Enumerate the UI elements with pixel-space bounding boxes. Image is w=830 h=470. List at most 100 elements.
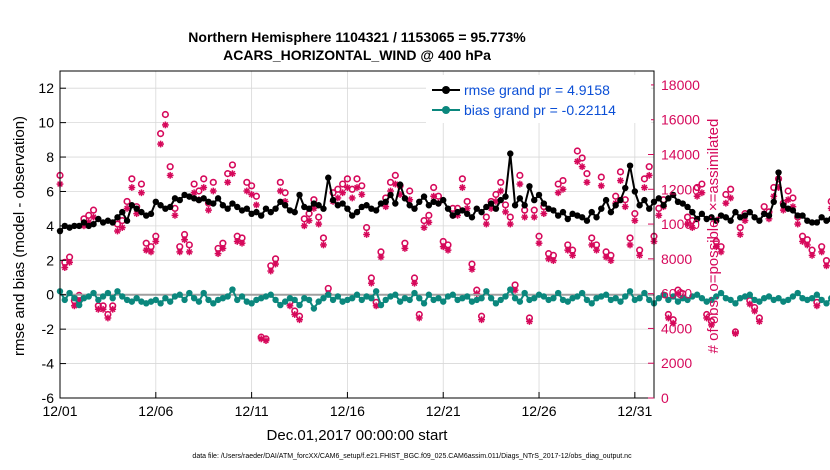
obs-possible-point xyxy=(276,178,284,186)
obs-assimilated-point xyxy=(262,337,270,345)
rmse-point xyxy=(631,188,639,195)
rmse-point xyxy=(459,207,466,214)
rmse-point xyxy=(626,162,634,169)
rmse-point xyxy=(684,203,691,211)
bias-point xyxy=(507,286,514,293)
bias-point xyxy=(75,301,83,309)
obs-possible-point xyxy=(784,187,792,195)
bias-point xyxy=(85,293,92,300)
bias-point xyxy=(224,293,231,300)
bias-point xyxy=(732,300,739,307)
obs-assimilated-point xyxy=(411,279,418,287)
bias-point xyxy=(554,289,562,297)
bias-point xyxy=(329,296,337,304)
bias-point xyxy=(636,294,643,302)
obs-assimilated-point xyxy=(506,220,514,228)
obs-possible-point xyxy=(722,190,730,199)
bias-point xyxy=(248,300,255,307)
obs-possible-point xyxy=(559,176,567,185)
obs-possible-point xyxy=(645,163,653,171)
obs-assimilated-point xyxy=(320,241,327,249)
obs-assimilated-point xyxy=(669,319,677,327)
obs-possible-point xyxy=(463,197,471,206)
obs-assimilated-point xyxy=(755,318,763,325)
rmse-point xyxy=(473,205,480,212)
obs-possible-point xyxy=(156,130,165,138)
bias-point xyxy=(765,293,773,300)
obs-assimilated-point xyxy=(593,246,600,254)
obs-possible-point xyxy=(142,239,150,247)
rmse-point xyxy=(660,202,667,209)
bias-point xyxy=(583,296,591,304)
bias-point xyxy=(229,286,236,293)
bias-point xyxy=(602,291,610,298)
rmse-point xyxy=(775,169,782,176)
rmse-point xyxy=(229,200,236,207)
obs-assimilated-point xyxy=(597,182,605,190)
rmse-point xyxy=(114,214,121,221)
rmse-point xyxy=(646,205,653,212)
bias-point xyxy=(109,294,116,302)
obs-assimilated-point xyxy=(478,316,485,324)
y-tick-label: -6 xyxy=(42,390,55,406)
bias-point xyxy=(133,294,140,302)
rmse-point xyxy=(463,210,471,218)
obs-assimilated-point xyxy=(559,185,567,193)
obs-possible-point xyxy=(406,187,414,195)
rmse-point xyxy=(387,191,394,199)
y-tick-label: 2 xyxy=(46,252,54,268)
data-file-footnote: data file: /Users/raeder/DAI/ATM_forcXX/… xyxy=(192,453,632,460)
rmse-point xyxy=(123,217,131,224)
rmse-point xyxy=(794,212,801,219)
rmse-point xyxy=(392,200,399,207)
rmse-point xyxy=(770,198,777,205)
x-tick-label: 12/31 xyxy=(617,403,652,419)
bias-point xyxy=(305,296,313,304)
obs-assimilated-point xyxy=(698,189,706,197)
obs-assimilated-point xyxy=(722,199,730,207)
rmse-point xyxy=(396,181,404,188)
obs-possible-point xyxy=(554,180,562,188)
obs-assimilated-point xyxy=(521,213,529,221)
bias-point xyxy=(382,296,389,304)
bias-point xyxy=(114,288,121,295)
bias-point xyxy=(368,294,375,302)
obs-assimilated-point xyxy=(420,224,428,231)
obs-assimilated-point xyxy=(219,245,227,252)
rmse-point xyxy=(602,196,610,204)
bias-point xyxy=(540,293,548,300)
legend-box xyxy=(426,75,651,123)
obs-assimilated-point xyxy=(746,300,754,308)
bias-point xyxy=(416,294,423,302)
bias-point xyxy=(358,296,365,304)
obs-assimilated-point xyxy=(348,194,356,202)
rmse-point xyxy=(808,219,816,226)
bias-point xyxy=(717,289,725,297)
obs-assimilated-point xyxy=(147,248,155,256)
obs-assimilated-point xyxy=(358,191,366,198)
bias-point xyxy=(646,296,653,304)
bias-point xyxy=(186,289,193,297)
obs-possible-point xyxy=(516,171,524,179)
bias-point xyxy=(823,300,830,307)
bias-point xyxy=(794,289,801,297)
obs-assimilated-point xyxy=(181,236,188,244)
y-axis-right: 0 2000 4000 6000 8000 10000 12000 14000 16000 180… xyxy=(648,77,700,406)
obs-assimilated-point xyxy=(588,241,596,249)
rmse-point xyxy=(262,205,270,212)
rmse-point xyxy=(329,196,337,204)
obs-assimilated-point xyxy=(550,257,557,264)
bias-point xyxy=(162,294,169,302)
obs-possible-point xyxy=(588,234,596,242)
rmse-point xyxy=(789,207,797,214)
rmse-point xyxy=(363,202,370,209)
obs-possible-point xyxy=(530,206,538,214)
bias-point xyxy=(152,296,160,304)
obs-assimilated-point xyxy=(703,314,711,322)
rmse-point xyxy=(492,205,500,212)
rmse-point xyxy=(133,205,140,212)
y-right-tick-label: 14000 xyxy=(661,146,700,162)
bias-point xyxy=(353,291,361,298)
rmse-point xyxy=(157,202,164,209)
obs-possible-point xyxy=(161,110,169,119)
